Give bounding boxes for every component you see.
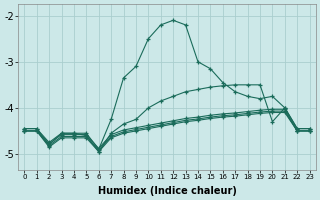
X-axis label: Humidex (Indice chaleur): Humidex (Indice chaleur)	[98, 186, 236, 196]
